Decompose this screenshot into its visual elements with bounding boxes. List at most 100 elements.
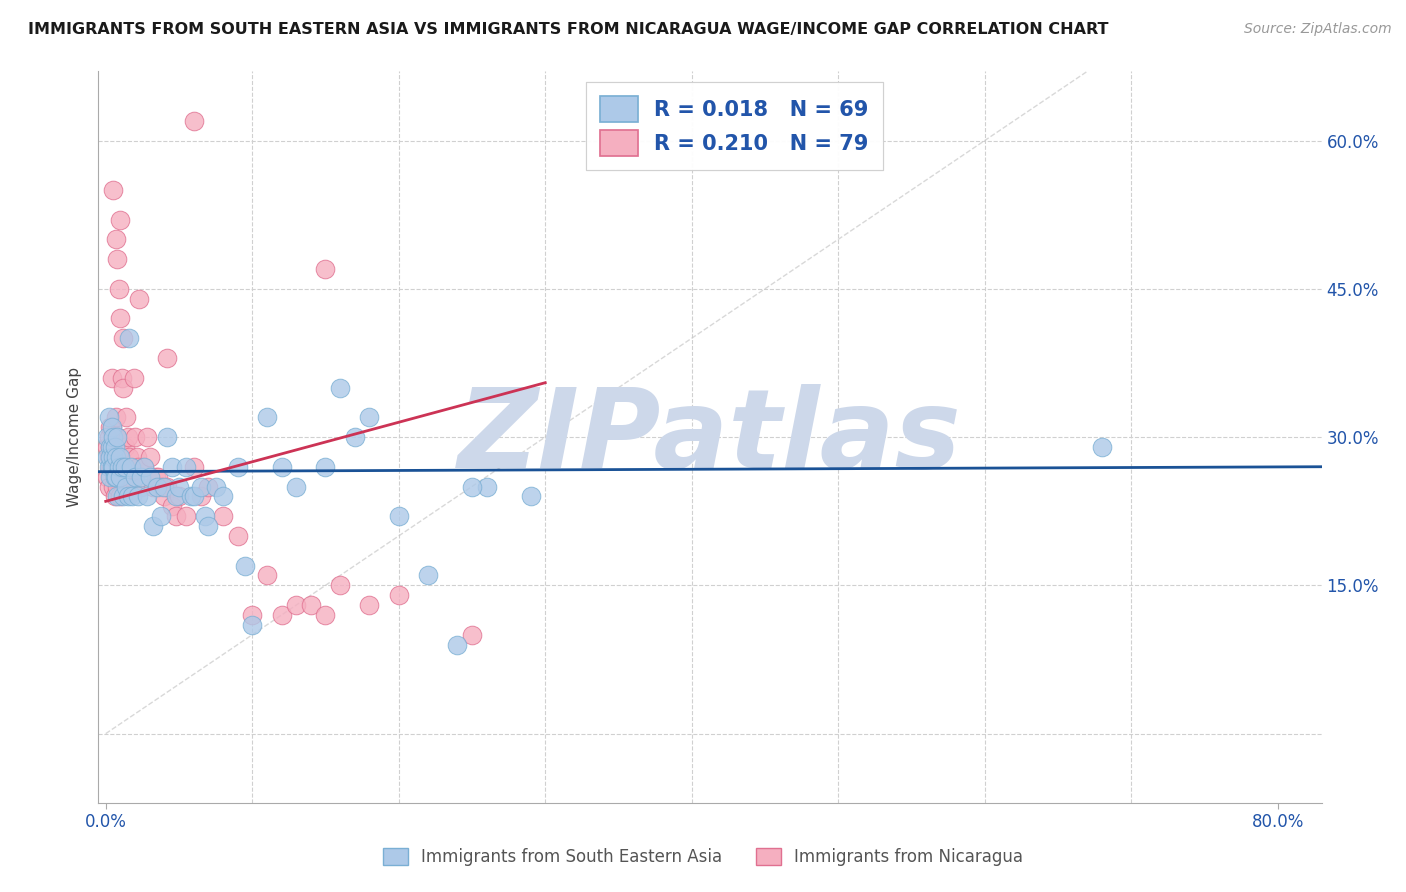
Point	[114, 440, 136, 454]
Point	[167, 479, 190, 493]
Point	[110, 212, 132, 227]
Point	[117, 430, 139, 444]
Point	[103, 430, 125, 444]
Point	[1091, 440, 1114, 454]
Point	[233, 558, 256, 573]
Point	[461, 479, 484, 493]
Text: Source: ZipAtlas.com: Source: ZipAtlas.com	[1244, 22, 1392, 37]
Point	[110, 459, 132, 474]
Point	[183, 459, 205, 474]
Point	[103, 440, 125, 454]
Point	[107, 479, 129, 493]
Legend: Immigrants from South Eastern Asia, Immigrants from Nicaragua: Immigrants from South Eastern Asia, Immi…	[374, 840, 1032, 875]
Point	[299, 598, 322, 612]
Point	[100, 371, 122, 385]
Point	[124, 469, 146, 483]
Point	[314, 262, 336, 277]
Point	[110, 450, 132, 464]
Point	[359, 410, 381, 425]
Text: ZIPatlas: ZIPatlas	[458, 384, 962, 491]
Point	[108, 469, 131, 483]
Point	[165, 509, 187, 524]
Point	[461, 628, 484, 642]
Point	[156, 430, 179, 444]
Point	[129, 479, 152, 493]
Point	[111, 371, 134, 385]
Point	[96, 450, 118, 464]
Point	[256, 410, 278, 425]
Point	[180, 489, 202, 503]
Point	[165, 489, 187, 503]
Point	[110, 469, 132, 483]
Point	[97, 479, 120, 493]
Point	[98, 459, 121, 474]
Point	[98, 440, 121, 454]
Point	[97, 450, 120, 464]
Point	[118, 450, 141, 464]
Point	[156, 351, 179, 365]
Point	[101, 450, 124, 464]
Point	[153, 479, 176, 493]
Point	[160, 500, 183, 514]
Point	[107, 252, 129, 267]
Point	[117, 489, 139, 503]
Point	[115, 410, 138, 425]
Point	[97, 430, 120, 444]
Point	[329, 381, 352, 395]
Point	[446, 638, 468, 652]
Point	[270, 459, 292, 474]
Point	[167, 489, 190, 503]
Point	[110, 311, 132, 326]
Point	[108, 282, 131, 296]
Point	[100, 440, 122, 454]
Point	[100, 459, 122, 474]
Point	[270, 607, 292, 622]
Point	[97, 459, 120, 474]
Point	[121, 489, 143, 503]
Point	[96, 469, 118, 483]
Point	[100, 450, 122, 464]
Point	[197, 479, 219, 493]
Point	[105, 440, 128, 454]
Point	[142, 519, 165, 533]
Point	[97, 410, 120, 425]
Point	[150, 509, 173, 524]
Point	[212, 489, 235, 503]
Point	[121, 479, 143, 493]
Point	[125, 450, 148, 464]
Point	[183, 489, 205, 503]
Point	[105, 469, 128, 483]
Point	[226, 459, 249, 474]
Point	[519, 489, 541, 503]
Point	[101, 459, 124, 474]
Point	[105, 450, 128, 464]
Point	[98, 420, 121, 434]
Point	[190, 479, 212, 493]
Point	[314, 459, 336, 474]
Point	[176, 509, 198, 524]
Point	[132, 459, 155, 474]
Point	[183, 113, 205, 128]
Point	[194, 509, 217, 524]
Point	[138, 450, 160, 464]
Point	[156, 479, 179, 493]
Point	[148, 469, 170, 483]
Point	[107, 459, 129, 474]
Point	[112, 331, 135, 345]
Point	[153, 489, 176, 503]
Point	[110, 489, 132, 503]
Point	[96, 430, 118, 444]
Point	[285, 479, 308, 493]
Point	[120, 459, 142, 474]
Y-axis label: Wage/Income Gap: Wage/Income Gap	[67, 367, 83, 508]
Point	[128, 292, 150, 306]
Point	[204, 479, 226, 493]
Point	[146, 479, 169, 493]
Point	[105, 232, 128, 246]
Point	[329, 578, 352, 592]
Point	[105, 410, 128, 425]
Point	[197, 519, 219, 533]
Point	[145, 469, 167, 483]
Point	[103, 459, 125, 474]
Point	[138, 469, 160, 483]
